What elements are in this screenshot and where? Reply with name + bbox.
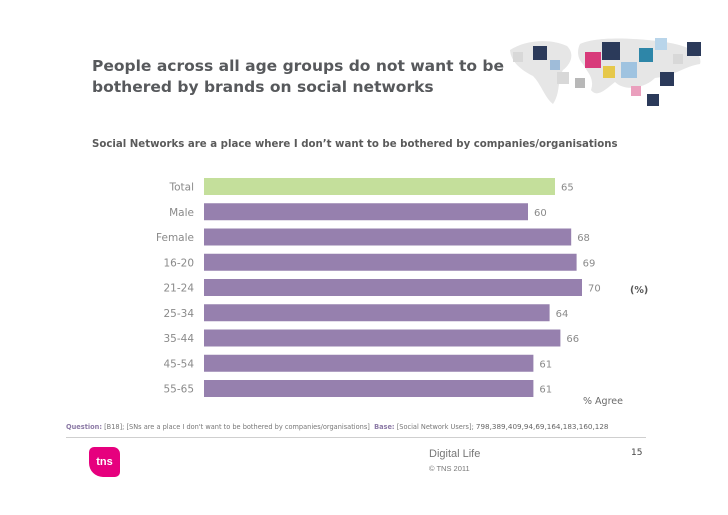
category-label-16-20: 16-20 bbox=[163, 257, 194, 269]
base-text: [Social Network Users]; bbox=[396, 423, 474, 431]
category-label-male: Male bbox=[169, 207, 194, 219]
copyright: © TNS 2011 bbox=[429, 464, 470, 473]
value-label-16-20: 69 bbox=[583, 258, 596, 269]
value-label-35-44: 66 bbox=[566, 334, 579, 345]
bar-21-24 bbox=[204, 279, 582, 296]
base-values: 798,389,409,94,69,164,183,160,128 bbox=[475, 422, 609, 431]
category-label-21-24: 21-24 bbox=[163, 283, 194, 295]
chart-subtitle: Social Networks are a place where I don’… bbox=[92, 139, 618, 150]
bar-45-54 bbox=[204, 354, 534, 372]
bar-total bbox=[204, 178, 555, 195]
value-label-total: 65 bbox=[561, 183, 574, 194]
bar-25-34 bbox=[204, 304, 550, 322]
tns-logo: tns bbox=[89, 447, 120, 477]
value-label-45-54: 61 bbox=[539, 359, 552, 370]
value-label-male: 60 bbox=[534, 208, 547, 219]
category-label-35-44: 35-44 bbox=[163, 333, 194, 345]
bar-male bbox=[204, 203, 528, 221]
value-label-55-65: 61 bbox=[539, 385, 552, 396]
world-map-graphic bbox=[510, 38, 701, 106]
bar-female bbox=[204, 228, 572, 246]
footer-divider bbox=[66, 437, 646, 438]
category-label-total: Total bbox=[168, 182, 194, 194]
slide-title: People across all age groups do not want… bbox=[92, 57, 505, 96]
bar-16-20 bbox=[204, 253, 577, 271]
question-text: [B18]; [SNs are a place I don't want to … bbox=[104, 423, 370, 431]
product-name: Digital Life bbox=[429, 448, 481, 460]
category-label-55-65: 55-65 bbox=[163, 384, 194, 396]
bar-35-44 bbox=[204, 329, 561, 347]
category-label-female: Female bbox=[156, 232, 194, 244]
agree-label: % Agree bbox=[583, 396, 623, 407]
bar-55-65 bbox=[204, 380, 534, 397]
category-label-25-34: 25-34 bbox=[163, 308, 194, 320]
value-label-25-34: 64 bbox=[556, 309, 569, 320]
unit-label: (%) bbox=[630, 285, 649, 296]
page-number: 15 bbox=[631, 448, 643, 458]
question-label: Question: bbox=[66, 423, 102, 431]
value-label-female: 68 bbox=[577, 233, 590, 244]
question-footnote: Question: [B18]; [SNs are a place I don'… bbox=[66, 422, 609, 431]
category-label-45-54: 45-54 bbox=[163, 358, 194, 370]
base-label: Base: bbox=[374, 423, 395, 431]
value-label-21-24: 70 bbox=[588, 284, 601, 295]
